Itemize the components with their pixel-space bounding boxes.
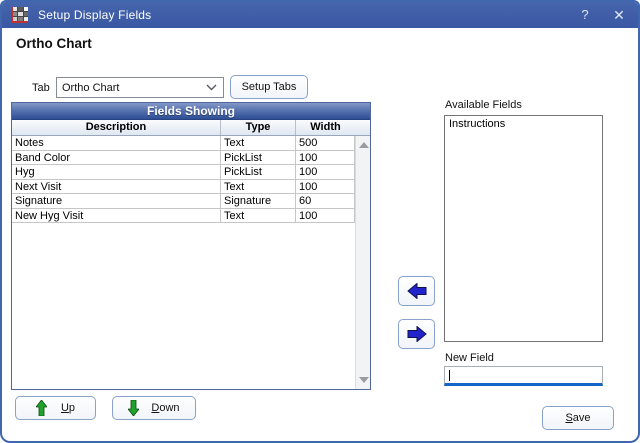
close-button[interactable]: ✕ <box>613 7 625 23</box>
arrow-down-icon <box>128 400 140 416</box>
cell-description: Band Color <box>12 150 221 165</box>
table-row[interactable]: Next Visit Text 100 <box>12 179 355 194</box>
list-item[interactable]: Instructions <box>449 118 506 130</box>
cell-type: PickList <box>221 150 296 165</box>
app-grid-icon <box>11 7 28 23</box>
fields-table-column-header: Description Type Width <box>12 120 370 136</box>
down-button-label: Down <box>151 402 180 414</box>
scroll-up-icon[interactable] <box>359 142 369 148</box>
table-row[interactable]: Hyg PickList 100 <box>12 165 355 180</box>
move-right-button[interactable] <box>398 319 435 349</box>
cell-width: 500 <box>296 136 355 151</box>
page-title: Ortho Chart <box>16 36 92 51</box>
cell-type: PickList <box>221 165 296 180</box>
table-row[interactable]: Band Color PickList 100 <box>12 150 355 165</box>
column-header-description: Description <box>12 120 221 135</box>
cell-type: Signature <box>221 194 296 209</box>
new-field-label: New Field <box>445 352 494 364</box>
cell-description: Next Visit <box>12 179 221 194</box>
tab-label: Tab <box>32 82 50 94</box>
up-button[interactable]: Up <box>15 396 96 420</box>
help-button[interactable]: ? <box>581 7 589 22</box>
arrow-right-icon <box>407 326 427 342</box>
fields-table-title: Fields Showing <box>12 103 370 120</box>
cell-width: 100 <box>296 179 355 194</box>
move-left-button[interactable] <box>398 276 435 306</box>
cell-type: Text <box>221 208 296 223</box>
scroll-down-icon[interactable] <box>359 377 369 383</box>
cell-width: 100 <box>296 208 355 223</box>
cell-width: 100 <box>296 150 355 165</box>
fields-grid-body: Notes Text 500 Band Color PickList 100 H… <box>12 136 355 389</box>
cell-description: Signature <box>12 194 221 209</box>
up-button-label: Up <box>60 402 76 414</box>
title-bar: Setup Display Fields ? ✕ <box>2 2 638 28</box>
text-caret <box>449 370 450 381</box>
new-field-input[interactable] <box>444 366 603 386</box>
arrow-up-icon <box>35 400 47 416</box>
cell-width: 60 <box>296 194 355 209</box>
cell-type: Text <box>221 179 296 194</box>
column-header-width: Width <box>310 121 341 133</box>
cell-type: Text <box>221 136 296 151</box>
arrow-left-icon <box>406 283 426 299</box>
save-button[interactable]: Save <box>542 406 614 430</box>
table-scrollbar[interactable] <box>355 136 370 389</box>
tab-select-value: Ortho Chart <box>62 81 120 94</box>
available-fields-label: Available Fields <box>445 99 522 111</box>
cell-description: Hyg <box>12 165 221 180</box>
fields-showing-table: Fields Showing Description Type Width No… <box>11 102 371 390</box>
table-row[interactable]: New Hyg Visit Text 100 <box>12 208 355 223</box>
available-fields-listbox[interactable]: Instructions <box>444 115 603 342</box>
tab-select[interactable]: Ortho Chart <box>56 77 224 98</box>
setup-tabs-button[interactable]: Setup Tabs <box>230 75 308 99</box>
table-row[interactable]: Signature Signature 60 <box>12 194 355 209</box>
cell-description: Notes <box>12 136 221 151</box>
window-title: Setup Display Fields <box>38 8 152 22</box>
table-row[interactable]: Notes Text 500 <box>12 136 355 151</box>
down-button[interactable]: Down <box>112 396 196 420</box>
chevron-down-icon <box>206 84 217 91</box>
save-button-label: Save <box>565 412 591 424</box>
cell-description: New Hyg Visit <box>12 208 221 223</box>
cell-width: 100 <box>296 165 355 180</box>
column-header-type: Type <box>221 120 296 135</box>
